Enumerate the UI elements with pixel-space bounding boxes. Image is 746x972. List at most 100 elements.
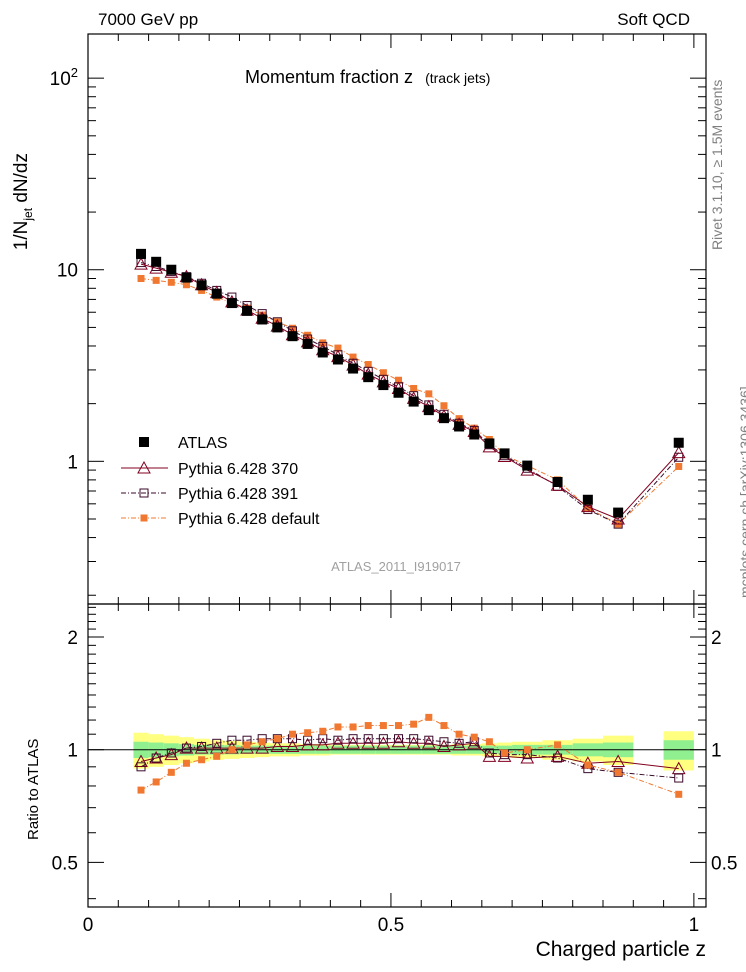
ratio-point xyxy=(315,737,330,751)
ratio-point xyxy=(455,730,463,738)
data-point xyxy=(348,363,359,374)
data-point xyxy=(583,505,593,515)
data-point xyxy=(272,322,283,333)
data-point xyxy=(149,261,164,274)
mcplots-label: mcplots.cern.ch [arXiv:1306.3436] xyxy=(737,386,746,598)
data-point xyxy=(364,361,372,369)
ratio-point xyxy=(166,748,176,758)
data-point xyxy=(182,281,190,289)
ratio-point xyxy=(319,727,327,735)
ratio-point xyxy=(452,737,466,751)
rivet-label: Rivet 3.1.10, ≥ 1.5M events xyxy=(709,80,725,250)
ratio-point xyxy=(213,752,221,760)
data-point xyxy=(287,331,298,342)
ratio-point xyxy=(520,750,535,764)
watermark: ATLAS_2011_I919017 xyxy=(331,559,461,574)
ratio-point xyxy=(137,786,145,794)
data-point xyxy=(675,462,683,470)
data-point xyxy=(425,390,433,398)
ratio-point xyxy=(421,736,436,749)
legend: ATLAS Pythia 6.428 370 Pythia 6.428 391 Pyt… xyxy=(121,435,320,528)
ratio-point xyxy=(285,739,300,752)
ratio-point xyxy=(194,741,209,754)
ratio-point xyxy=(364,722,372,730)
ratio-point xyxy=(467,736,482,749)
ratio-y-tick-label-right: 1 xyxy=(711,741,722,762)
x-axis-label: Charged particle z xyxy=(536,938,706,961)
data-point xyxy=(613,507,624,518)
ratio-point xyxy=(553,753,563,763)
data-point xyxy=(181,272,192,283)
chart-title: Momentum fraction z (track jets) xyxy=(245,67,490,87)
ratio-y-tick-label: 2 xyxy=(67,628,78,649)
ratio-point xyxy=(484,748,494,758)
data-point xyxy=(552,476,563,487)
data-point xyxy=(469,429,480,440)
data-point xyxy=(584,504,592,512)
y-axis-label-main: 1/Njet dN/dz xyxy=(11,153,35,250)
ratio-point xyxy=(378,734,388,744)
data-point xyxy=(242,305,253,316)
data-point xyxy=(423,405,434,416)
ratio-point xyxy=(485,738,493,746)
ratio-point xyxy=(674,773,684,783)
ratio-point xyxy=(197,741,207,751)
legend-marker xyxy=(139,437,149,447)
data-point xyxy=(673,437,684,448)
data-point xyxy=(167,278,175,286)
data-point xyxy=(470,424,478,432)
ratio-point xyxy=(334,723,342,731)
x-tick-label: 0.5 xyxy=(378,915,404,936)
data-point xyxy=(349,353,357,361)
ratio-y-tick-label-right: 0.5 xyxy=(711,853,737,874)
data-point xyxy=(332,354,343,365)
ratio-line xyxy=(140,738,679,779)
ratio-point xyxy=(394,734,404,744)
ratio-point xyxy=(614,768,622,776)
data-point xyxy=(151,256,162,267)
data-point xyxy=(334,344,342,352)
data-point xyxy=(454,421,465,432)
ratio-point xyxy=(348,734,358,744)
data-point xyxy=(273,318,281,326)
ratio-point xyxy=(349,723,357,731)
ratio-point xyxy=(152,778,160,786)
data-point xyxy=(317,347,328,358)
main-plot-area: 0 0.5 1 1 10 102 xyxy=(50,33,707,936)
ratio-point xyxy=(410,720,418,728)
x-tick-label: 1 xyxy=(689,915,700,936)
ratio-point xyxy=(304,729,312,737)
ratio-point xyxy=(198,756,206,764)
ratio-point xyxy=(379,722,387,730)
ratio-point xyxy=(363,734,373,744)
ratio-point xyxy=(554,741,562,749)
ratio-point xyxy=(182,759,190,767)
data-point xyxy=(302,338,313,349)
data-point xyxy=(410,384,418,392)
ratio-point xyxy=(425,713,433,721)
y-tick-label: 102 xyxy=(50,65,78,90)
ratio-point xyxy=(333,735,343,745)
ratio-point xyxy=(523,746,531,754)
ratio-point xyxy=(181,743,191,753)
data-point xyxy=(393,387,404,398)
ratio-point xyxy=(501,749,509,757)
ratio-plot-area: 0.5 0.5 1 1 2 2 xyxy=(52,603,737,908)
ratio-y-tick-label-right: 2 xyxy=(711,628,722,649)
ratio-point xyxy=(243,741,251,749)
ratio-point xyxy=(255,741,270,754)
ratio-point xyxy=(273,735,281,743)
data-point xyxy=(363,372,374,383)
ratio-point xyxy=(482,749,497,762)
data-point xyxy=(226,298,237,309)
legend-label: Pythia 6.428 391 xyxy=(178,486,298,503)
data-point xyxy=(378,380,389,391)
legend-label: Pythia 6.428 default xyxy=(178,511,320,528)
legend-marker xyxy=(139,488,149,498)
ratio-point xyxy=(584,761,592,769)
data-point xyxy=(152,276,160,284)
ratio-y-tick-label: 1 xyxy=(67,741,78,762)
data-point xyxy=(211,288,222,299)
ratio-point xyxy=(391,734,406,748)
header-left: 7000 GeV pp xyxy=(98,10,198,29)
